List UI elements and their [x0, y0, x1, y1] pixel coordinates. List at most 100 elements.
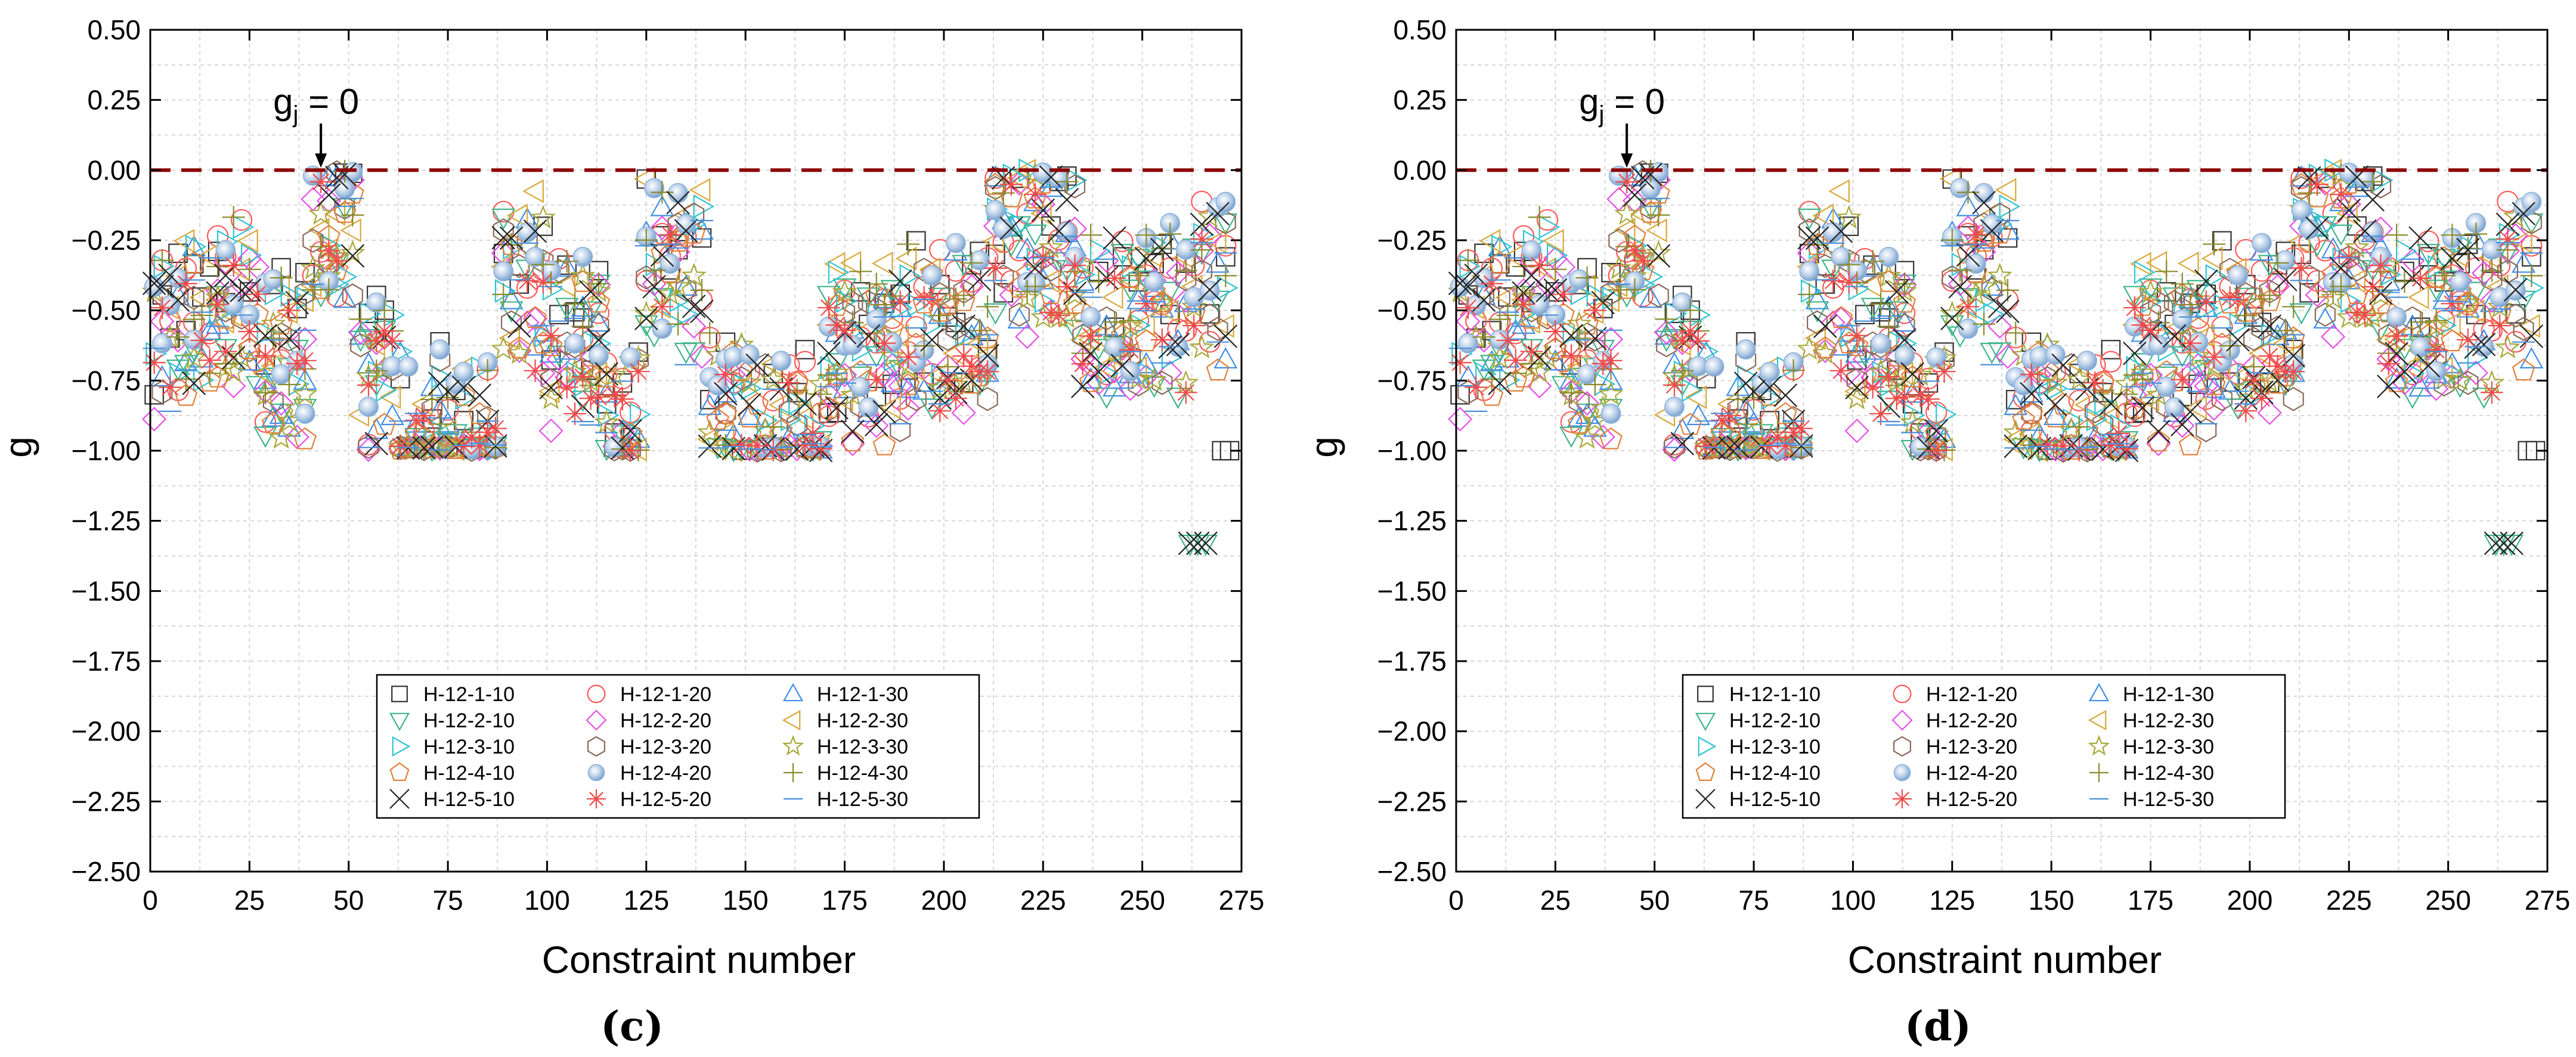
- data-point: [792, 405, 814, 430]
- data-point: [1940, 306, 1964, 331]
- data-point: [1813, 314, 1837, 339]
- data-point: [1575, 390, 1600, 416]
- data-point: [1893, 386, 1916, 409]
- data-point: [666, 230, 690, 252]
- data-point: [2154, 366, 2179, 388]
- data-point: [2425, 339, 2448, 362]
- data-point: [572, 246, 593, 267]
- y-tick-label: 0.00: [1393, 154, 1447, 185]
- data-point: [2036, 433, 2059, 457]
- data-point: [1893, 290, 1916, 313]
- data-point: [912, 334, 936, 358]
- data-point: [506, 203, 528, 228]
- x-tick-label: 125: [1929, 885, 1975, 916]
- data-point: [1878, 246, 1899, 267]
- x-tick-label: 200: [2227, 885, 2273, 916]
- data-point: [2441, 292, 2464, 315]
- data-point: [587, 386, 610, 409]
- data-point: [2101, 340, 2121, 359]
- data-point: [325, 249, 348, 272]
- data-point: [899, 264, 921, 288]
- data-point: [1766, 426, 1789, 449]
- legend-marker: [1893, 789, 1912, 808]
- data-point: [2274, 319, 2297, 342]
- data-point: [540, 368, 562, 392]
- data-point: [1686, 329, 1710, 352]
- data-point: [1877, 269, 1900, 292]
- data-point: [1972, 191, 1996, 215]
- data-point: [1871, 333, 1891, 354]
- data-point: [801, 421, 825, 445]
- data-point: [1079, 324, 1103, 348]
- data-point: [317, 239, 340, 262]
- x-tick-label: 100: [524, 885, 570, 916]
- data-point: [1174, 259, 1197, 282]
- data-point: [2439, 312, 2461, 336]
- data-point: [1515, 302, 1537, 326]
- data-point: [905, 386, 927, 411]
- data-point: [1464, 264, 1488, 287]
- legend-marker: [1698, 736, 1717, 757]
- data-point: [1631, 249, 1654, 272]
- data-point: [1104, 337, 1125, 357]
- data-point: [2258, 284, 2281, 307]
- data-point: [2100, 433, 2122, 457]
- data-point: [1987, 262, 2012, 287]
- data-point: [1829, 306, 1853, 328]
- data-point: [564, 292, 587, 315]
- data-point: [1488, 371, 1512, 395]
- data-point: [2267, 315, 2288, 340]
- series-H-12-5-30: [143, 186, 1237, 451]
- data-point: [1869, 402, 1893, 425]
- data-point: [2455, 290, 2481, 314]
- legend-label: H-12-3-20: [1926, 736, 2017, 758]
- data-point: [1560, 411, 1583, 433]
- data-point: [588, 313, 609, 338]
- data-point: [1893, 328, 1916, 352]
- data-point: [221, 374, 246, 399]
- data-point: [1552, 283, 1575, 306]
- data-point: [2400, 388, 2425, 409]
- data-point: [1671, 329, 1694, 352]
- data-point: [340, 240, 366, 264]
- data-point: [1119, 339, 1142, 362]
- data-point: [817, 296, 840, 320]
- data-point: [451, 376, 476, 399]
- data-point: [350, 333, 371, 358]
- data-point: [2329, 224, 2353, 246]
- chart-panel-d: 0 25 50 75 100 125 150 175 200 225 250 275 0.50 0.25 0…: [1302, 14, 2570, 1050]
- data-point: [1599, 349, 1623, 372]
- data-point: [476, 421, 499, 444]
- data-point: [1987, 314, 2012, 339]
- data-point: [1151, 371, 1173, 395]
- data-point: [222, 206, 245, 229]
- data-point: [977, 387, 998, 411]
- series-H-12-4-30: [150, 160, 1237, 462]
- data-point: [2068, 389, 2090, 412]
- data-point: [2258, 289, 2281, 311]
- data-point: [1828, 179, 1850, 203]
- data-point: [493, 261, 514, 281]
- data-point: [2234, 399, 2258, 423]
- data-point: [976, 295, 999, 318]
- data-point: [2361, 275, 2385, 299]
- y-tick-label: 0.00: [87, 154, 141, 185]
- data-point: [277, 327, 301, 351]
- data-point: [1488, 235, 1512, 256]
- data-point: [1757, 376, 1782, 399]
- data-point: [1742, 380, 1766, 404]
- data-point: [404, 408, 428, 432]
- data-point: [1663, 374, 1686, 397]
- data-point: [333, 163, 357, 187]
- data-point: [1055, 170, 1079, 193]
- x-tick-label: 100: [1830, 885, 1876, 916]
- legend-c: H-12-1-10 H-12-1-20 H-12-1-30 H-12-2-10 H-12…: [376, 674, 980, 819]
- data-point: [269, 390, 294, 416]
- data-point: [1670, 417, 1695, 439]
- data-point: [1126, 264, 1150, 287]
- data-point: [1559, 324, 1583, 348]
- data-point: [872, 400, 896, 424]
- data-point: [2440, 247, 2464, 271]
- data-point: [2098, 405, 2120, 430]
- data-point: [945, 233, 966, 253]
